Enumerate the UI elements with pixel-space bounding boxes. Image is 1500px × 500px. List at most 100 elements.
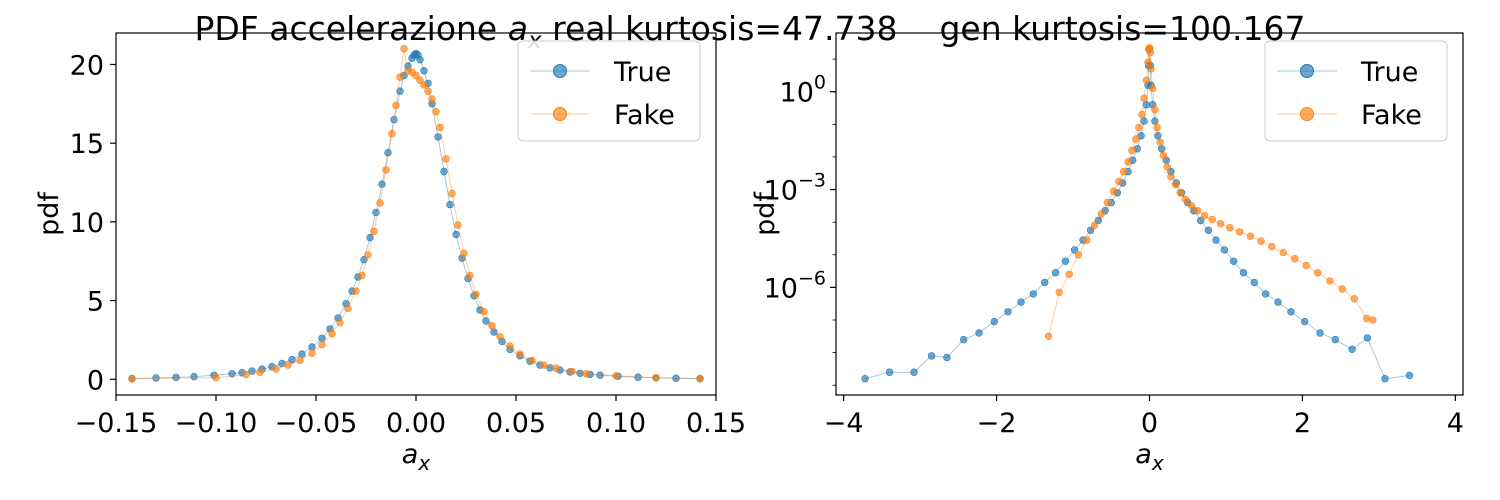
data-point-fake: [272, 365, 280, 373]
data-point-true: [440, 167, 448, 176]
data-point-true: [943, 353, 951, 362]
data-point-true: [975, 329, 983, 337]
data-point-fake: [516, 350, 524, 358]
data-point-fake: [1350, 295, 1359, 303]
data-point-fake: [308, 349, 316, 357]
data-point-fake: [336, 318, 344, 327]
data-point-fake: [1216, 220, 1225, 228]
data-point-true: [1204, 226, 1213, 235]
y-tick-exponent: 0: [814, 72, 826, 94]
data-layer: [128, 44, 704, 383]
data-point-fake: [1153, 123, 1161, 132]
x-axis-label-base: a: [1135, 439, 1152, 470]
data-point-true: [1300, 317, 1309, 326]
data-point-fake: [1138, 110, 1146, 119]
x-tick-label: 0.15: [686, 408, 746, 439]
data-point-true: [318, 334, 326, 342]
y-tick-label: 15: [70, 129, 104, 160]
data-point-fake: [1135, 123, 1143, 132]
data-point-fake: [472, 290, 480, 298]
data-point-true: [1229, 257, 1238, 265]
x-tick-label: 0.00: [386, 408, 446, 439]
data-point-true: [434, 133, 442, 141]
data-point-true: [1250, 278, 1259, 287]
data-point-true: [248, 367, 256, 375]
data-point-true: [390, 115, 398, 124]
data-point-true: [910, 368, 918, 376]
data-point-true: [228, 370, 236, 378]
data-point-true: [1212, 236, 1220, 244]
data-point-true: [1405, 371, 1414, 380]
x-axis-label-base: a: [402, 439, 419, 470]
data-point-fake: [1326, 277, 1334, 285]
legend-marker-fake: [553, 107, 567, 121]
data-point-fake: [1181, 195, 1190, 204]
data-point-true: [360, 255, 368, 264]
data-point-true: [384, 148, 392, 157]
x-tick-label: 0: [1141, 408, 1158, 439]
figure-title: PDF accelerazione ax real kurtosis=47.73…: [194, 9, 1305, 54]
x-tick-label: 4: [1447, 408, 1464, 439]
data-point-fake: [1176, 189, 1184, 197]
x-tick-label: 2: [1294, 408, 1311, 439]
x-tick-label: −2: [977, 408, 1017, 439]
data-point-fake: [420, 81, 428, 89]
y-tick-exponent: −6: [798, 267, 826, 289]
data-point-true: [1287, 308, 1295, 316]
data-point-true: [1363, 334, 1372, 342]
data-point-true: [1029, 290, 1038, 298]
data-point-true: [452, 230, 460, 239]
data-point-true: [298, 350, 306, 358]
data-point-true: [596, 371, 604, 379]
data-point-fake: [1044, 332, 1053, 340]
data-point-true: [420, 67, 428, 75]
data-point-true: [990, 317, 998, 326]
data-point-fake: [1193, 207, 1202, 215]
data-point-fake: [552, 364, 560, 372]
data-point-fake: [528, 356, 536, 365]
legend-marker-true: [1300, 64, 1314, 78]
data-point-true: [172, 373, 180, 382]
series-line-fake: [1048, 46, 1373, 337]
data-point-fake: [1065, 270, 1073, 278]
data-point-fake: [358, 271, 366, 280]
data-point-fake: [382, 166, 390, 174]
y-tick-label: 5: [87, 287, 104, 318]
data-point-fake: [652, 374, 660, 382]
data-point-fake: [1097, 210, 1106, 218]
x-axis-label-sub: x: [417, 451, 430, 475]
title-gen-kurtosis: gen kurtosis=100.167: [939, 9, 1305, 48]
legend-label-true: True: [613, 57, 671, 88]
data-point-fake: [1083, 236, 1091, 244]
data-point-fake: [454, 221, 462, 229]
data-point-true: [1316, 329, 1324, 337]
data-point-fake: [1140, 94, 1148, 102]
data-point-true: [1137, 132, 1145, 140]
data-point-fake: [1235, 228, 1244, 236]
data-point-fake: [582, 370, 590, 378]
data-point-fake: [400, 44, 408, 53]
data-point-fake: [412, 71, 420, 80]
x-axis-label-sub: x: [1151, 451, 1164, 475]
data-point-fake: [344, 304, 352, 313]
data-point-fake: [416, 76, 424, 84]
data-point-fake: [1090, 221, 1099, 230]
y-tick-label: 10: [70, 208, 104, 239]
data-point-fake: [460, 249, 468, 258]
data-point-true: [885, 368, 894, 376]
data-point-fake: [1187, 202, 1196, 210]
legend: True Fake: [517, 40, 701, 142]
y-axis-label: pdf: [34, 191, 65, 236]
data-point-fake: [1291, 255, 1299, 263]
data-point-true: [288, 355, 296, 364]
data-point-true: [1154, 132, 1162, 140]
title-var-base: a: [508, 9, 528, 48]
data-point-fake: [328, 329, 336, 338]
data-point-true: [1348, 345, 1356, 353]
data-point-fake: [128, 375, 136, 383]
y-tick-label: 20: [70, 50, 104, 81]
x-axis-label: ax: [1135, 439, 1164, 475]
data-point-true: [1220, 246, 1229, 254]
data-point-true: [1094, 216, 1103, 225]
